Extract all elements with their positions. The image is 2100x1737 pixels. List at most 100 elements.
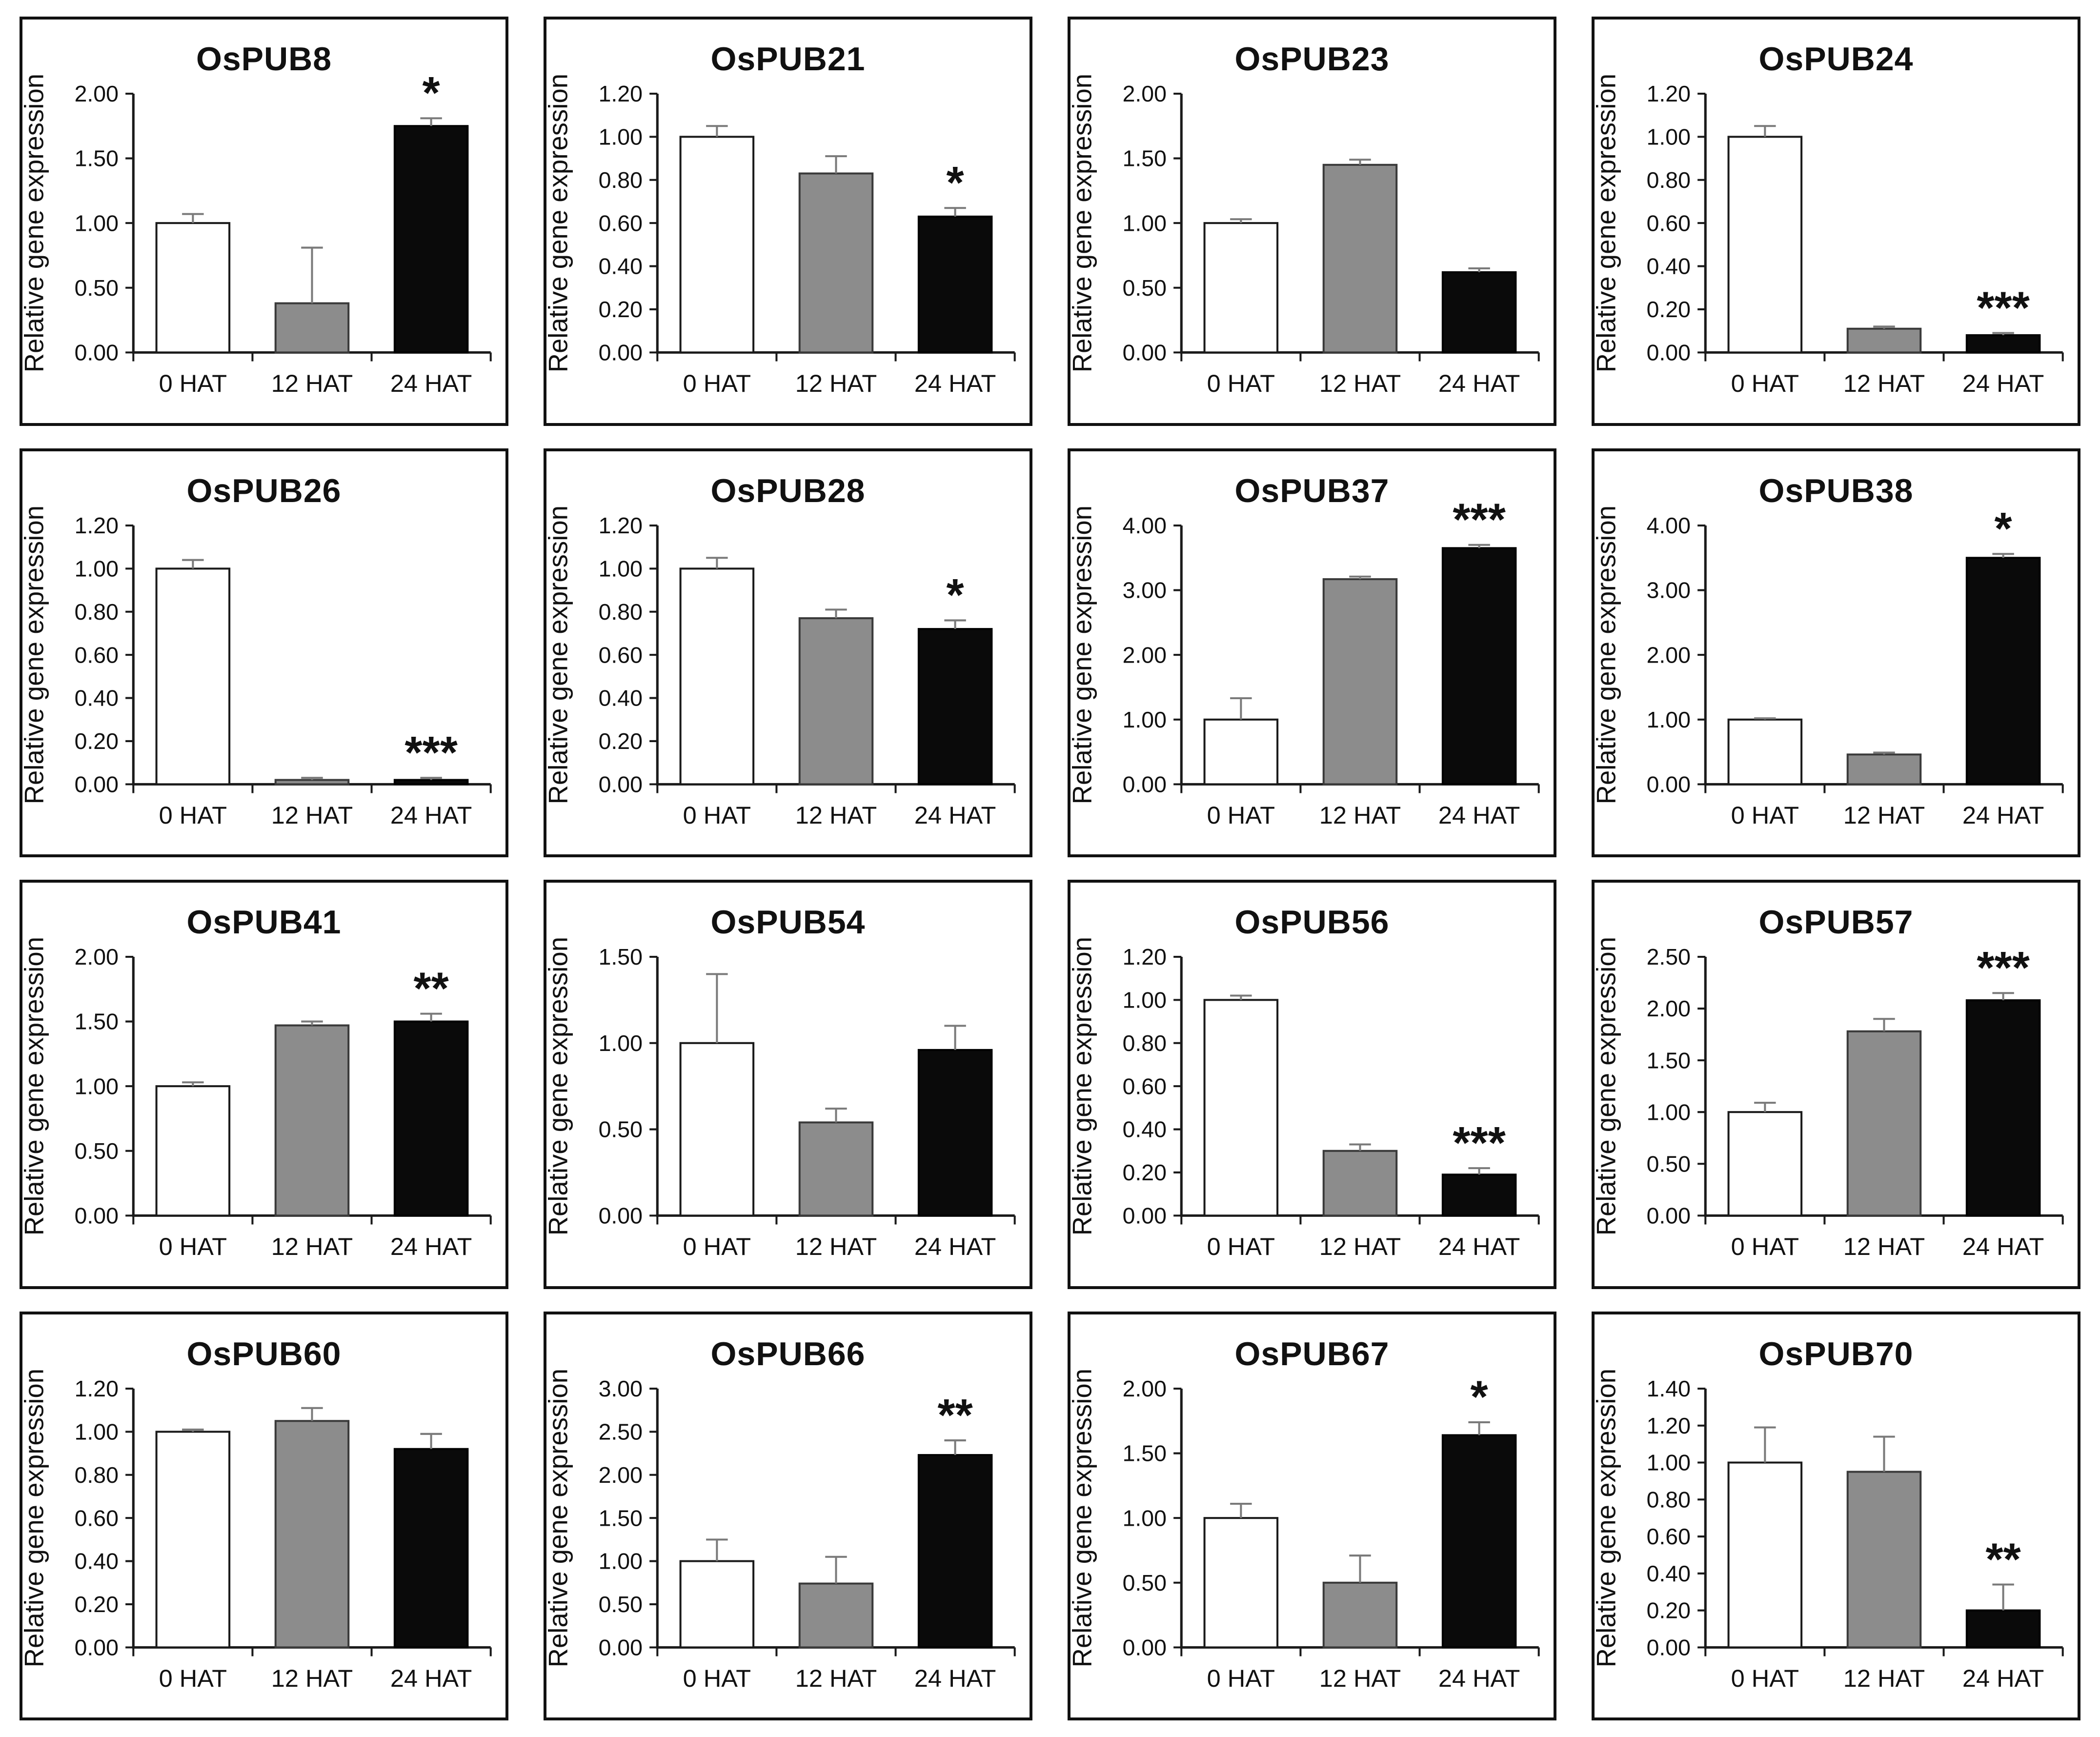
y-tick-label: 0.00 xyxy=(1123,340,1167,365)
y-tick-label: 1.50 xyxy=(75,146,119,171)
y-tick-label: 1.20 xyxy=(75,1376,119,1401)
y-tick-label: 1.00 xyxy=(75,1419,119,1444)
y-tick-label: 1.00 xyxy=(1123,210,1167,236)
y-tick-label: 0.80 xyxy=(75,599,119,624)
chart-panel-ospub24: OsPUB24 0.00 0.20 0.40 0.60 0.80 1.00 1.20 Relat… xyxy=(1591,17,2080,426)
x-tick-label: 12 HAT xyxy=(795,369,877,397)
x-tick-label: 0 HAT xyxy=(1731,1664,1799,1692)
y-tick-label: 1.00 xyxy=(1647,707,1691,732)
y-tick-label: 2.00 xyxy=(1123,642,1167,667)
y-tick-label: 0.20 xyxy=(1123,1160,1167,1185)
y-tick-label: 1.20 xyxy=(1123,944,1167,969)
y-tick-label: 1.50 xyxy=(599,944,643,969)
y-tick-label: 0.00 xyxy=(1647,1635,1691,1660)
x-tick-label: 24 HAT xyxy=(914,369,996,397)
x-tick-label: 12 HAT xyxy=(795,801,877,829)
chart-panel-ospub37: OsPUB37 0.00 1.00 2.00 3.00 4.00 Relative gene… xyxy=(1067,448,1556,857)
chart-title: OsPUB37 xyxy=(1234,472,1390,509)
y-tick-label: 1.00 xyxy=(1647,1099,1691,1125)
y-axis-label: Relative gene expression xyxy=(1067,937,1097,1236)
y-tick-label: 3.00 xyxy=(1123,577,1167,603)
chart-panel-ospub67: OsPUB67 0.00 0.50 1.00 1.50 2.00 Relative gene… xyxy=(1067,1311,1556,1720)
chart-plot: 0.00 0.50 1.00 1.50 2.00 Relative gene expres… xyxy=(1067,1368,1540,1692)
y-tick-label: 4.00 xyxy=(1647,513,1691,538)
chart-plot: 0.00 1.00 2.00 3.00 4.00 Relative gene expres… xyxy=(1591,503,2064,829)
chart-plot: 0.00 0.20 0.40 0.60 0.80 1.00 1.20 Relative gen… xyxy=(543,505,1016,829)
x-tick-label: 0 HAT xyxy=(159,801,227,829)
bar-0-hat xyxy=(1203,222,1279,354)
chart-plot: 0.00 0.50 1.00 1.50 2.00 2.50 3.00 Relative gen… xyxy=(543,1368,1016,1692)
chart-title: OsPUB21 xyxy=(710,40,866,78)
y-tick-label: 0.60 xyxy=(599,210,643,236)
y-tick-label: 4.00 xyxy=(1123,513,1167,538)
chart-panel-ospub28: OsPUB28 0.00 0.20 0.40 0.60 0.80 1.00 1.20 Relat… xyxy=(543,448,1032,857)
bar-0-hat xyxy=(679,1042,755,1217)
significance-marker: ** xyxy=(1985,1534,2021,1584)
bar-12-hat xyxy=(1322,1150,1398,1217)
chart-plot: 0.00 0.20 0.40 0.60 0.80 1.00 1.20 Relative gen… xyxy=(1591,74,2064,397)
bar-12-hat xyxy=(274,1419,350,1648)
bar-12-hat xyxy=(798,1121,874,1217)
chart-title: OsPUB70 xyxy=(1758,1335,1914,1373)
chart-title: OsPUB54 xyxy=(710,904,866,941)
x-tick-label: 0 HAT xyxy=(683,1664,751,1692)
y-tick-label: 1.00 xyxy=(75,1073,119,1099)
x-tick-label: 12 HAT xyxy=(271,369,353,397)
significance-marker: * xyxy=(1471,1371,1489,1422)
chart-plot: 0.00 1.00 2.00 3.00 4.00 Relative gene expres… xyxy=(1067,494,1540,829)
y-tick-label: 2.00 xyxy=(1647,996,1691,1021)
y-tick-label: 1.00 xyxy=(599,556,643,581)
y-tick-label: 0.60 xyxy=(1647,1524,1691,1549)
chart-plot: 0.00 0.20 0.40 0.60 0.80 1.00 1.20 Relative gen… xyxy=(19,505,492,829)
y-tick-label: 1.50 xyxy=(599,1505,643,1531)
x-tick-label: 12 HAT xyxy=(1319,1232,1401,1260)
x-tick-label: 0 HAT xyxy=(1207,1664,1275,1692)
y-tick-label: 3.00 xyxy=(599,1376,643,1401)
y-tick-label: 0.00 xyxy=(75,340,119,365)
bar-24-hat xyxy=(1965,999,2041,1217)
y-tick-label: 1.00 xyxy=(1123,988,1167,1013)
y-tick-label: 1.20 xyxy=(1647,1413,1691,1438)
y-axis-label: Relative gene expression xyxy=(19,505,49,804)
bar-24-hat xyxy=(393,125,469,354)
chart-panel-ospub21: OsPUB21 0.00 0.20 0.40 0.60 0.80 1.00 1.20 Relat… xyxy=(543,17,1032,426)
chart-plot: 0.00 0.50 1.00 1.50 2.00 2.50 Relative gene ex… xyxy=(1591,937,2064,1260)
significance-marker: * xyxy=(947,157,965,208)
x-tick-label: 0 HAT xyxy=(1207,801,1275,829)
y-tick-label: 1.00 xyxy=(75,210,119,236)
chart-panel-ospub38: OsPUB38 0.00 1.00 2.00 3.00 4.00 Relative gene… xyxy=(1591,448,2080,857)
y-axis-label: Relative gene expression xyxy=(543,937,573,1236)
y-tick-label: 0.60 xyxy=(75,1505,119,1531)
bar-0-hat xyxy=(679,1560,755,1648)
y-tick-label: 0.00 xyxy=(599,1635,643,1660)
y-tick-label: 0.00 xyxy=(1647,1203,1691,1229)
bar-24-hat xyxy=(917,627,993,785)
y-axis-label: Relative gene expression xyxy=(1591,74,1621,373)
y-tick-label: 0.00 xyxy=(75,771,119,797)
chart-plot: 0.00 0.50 1.00 1.50 2.00 Relative gene expres… xyxy=(19,67,492,397)
y-tick-label: 0.60 xyxy=(75,642,119,667)
bar-24-hat xyxy=(1965,334,2041,354)
y-tick-label: 2.00 xyxy=(75,944,119,969)
y-axis-label: Relative gene expression xyxy=(1067,74,1097,373)
bar-24-hat xyxy=(393,778,469,785)
chart-plot: 0.00 0.50 1.00 1.50 2.00 Relative gene expres… xyxy=(19,937,492,1260)
chart-panel-ospub26: OsPUB26 0.00 0.20 0.40 0.60 0.80 1.00 1.20 Relat… xyxy=(19,448,508,857)
bar-24-hat xyxy=(1441,546,1517,785)
y-tick-label: 3.00 xyxy=(1647,577,1691,603)
bar-24-hat xyxy=(393,1448,469,1648)
y-tick-label: 2.00 xyxy=(75,81,119,106)
y-tick-label: 1.20 xyxy=(75,513,119,538)
y-tick-label: 0.50 xyxy=(599,1117,643,1142)
chart-plot: 0.00 0.50 1.00 1.50 2.00 Relative gene expres… xyxy=(1067,74,1540,397)
x-tick-label: 24 HAT xyxy=(390,1232,472,1260)
y-tick-label: 1.00 xyxy=(599,1030,643,1056)
x-tick-label: 12 HAT xyxy=(795,1664,877,1692)
y-tick-label: 0.40 xyxy=(599,685,643,710)
y-tick-label: 2.00 xyxy=(1647,642,1691,667)
x-tick-label: 12 HAT xyxy=(1843,369,1925,397)
chart-panel-ospub56: OsPUB56 0.00 0.20 0.40 0.60 0.80 1.00 1.20 Relat… xyxy=(1067,880,1556,1289)
x-tick-label: 12 HAT xyxy=(1843,1664,1925,1692)
bar-12-hat xyxy=(1322,163,1398,354)
chart-title: OsPUB41 xyxy=(186,904,342,941)
